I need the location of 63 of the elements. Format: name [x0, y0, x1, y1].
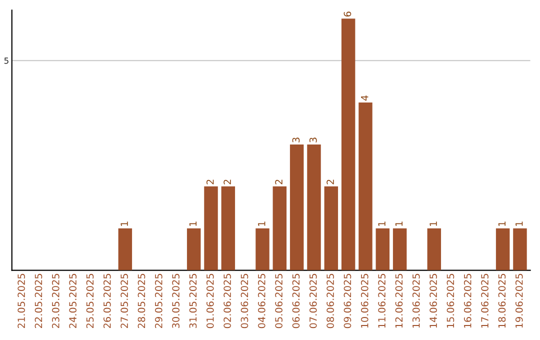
bar	[358, 102, 372, 270]
x-tick-label: 14.06.2025	[430, 274, 437, 328]
data-label: 1	[378, 222, 386, 226]
x-tick-label: 24.05.2025	[69, 274, 76, 328]
data-label: 6	[344, 12, 352, 17]
x-tick-label: 09.06.2025	[344, 274, 352, 328]
x-tick-label: 22.05.2025	[34, 274, 42, 328]
x-tick-label: 01.06.2025	[206, 274, 214, 328]
x-tick-label: 08.06.2025	[326, 274, 334, 328]
bar	[307, 144, 321, 270]
data-label: 1	[395, 222, 403, 226]
data-label: 1	[189, 222, 197, 226]
bar	[272, 186, 287, 270]
x-tick-label: 18.06.2025	[498, 274, 506, 328]
bar	[376, 228, 390, 270]
bar	[290, 144, 304, 270]
data-label: 3	[309, 138, 317, 142]
x-tick-label: 27.05.2025	[120, 274, 128, 328]
x-tick-label: 03.06.2025	[240, 274, 248, 328]
bar	[324, 186, 338, 270]
bar	[341, 18, 356, 270]
data-label: 4	[361, 95, 368, 101]
x-tick-label: 16.06.2025	[464, 274, 472, 328]
bar	[392, 228, 407, 270]
x-tick-label: 04.06.2025	[258, 274, 266, 328]
data-label: 1	[516, 222, 523, 226]
x-tick-label: 28.05.2025	[138, 274, 146, 328]
y-tick-label: 5	[4, 58, 8, 64]
data-label: 2	[206, 180, 214, 184]
data-label: 1	[120, 222, 128, 226]
bar	[427, 228, 442, 270]
x-tick-label: 17.06.2025	[481, 274, 488, 328]
x-tick-label: 21.05.2025	[18, 274, 25, 328]
x-tick-label: 12.06.2025	[395, 274, 403, 328]
x-tick-label: 29.05.2025	[154, 274, 162, 328]
x-tick-label: 07.06.2025	[309, 274, 317, 328]
x-tick-label: 26.05.2025	[103, 274, 111, 328]
data-label: 2	[224, 180, 231, 184]
x-tick-label: 15.06.2025	[446, 274, 454, 328]
data-label: 1	[498, 222, 506, 226]
bar	[256, 228, 270, 270]
x-tick-label: 05.06.2025	[275, 274, 282, 328]
bar	[186, 228, 201, 270]
x-tick-label: 13.06.2025	[412, 274, 420, 328]
x-tick-label: 25.05.2025	[86, 274, 94, 328]
x-tick-label: 31.05.2025	[189, 274, 197, 328]
data-label: 1	[258, 222, 266, 226]
bar	[513, 228, 527, 270]
x-tick-label: 10.06.2025	[360, 274, 368, 328]
data-label: 2	[275, 180, 282, 184]
data-label: 2	[326, 180, 334, 184]
bar	[221, 186, 236, 270]
x-tick-label: 06.06.2025	[292, 274, 300, 328]
bar	[118, 228, 132, 270]
x-tick-label: 02.06.2025	[224, 274, 231, 328]
x-tick-label: 30.05.2025	[172, 274, 180, 328]
x-tick-label: 23.05.2025	[52, 274, 60, 328]
bar	[496, 228, 510, 270]
data-label: 3	[292, 138, 300, 142]
x-tick-label: 11.06.2025	[378, 274, 386, 328]
data-label: 1	[430, 222, 437, 226]
bar	[204, 186, 218, 270]
x-tick-label: 19.06.2025	[515, 274, 523, 328]
